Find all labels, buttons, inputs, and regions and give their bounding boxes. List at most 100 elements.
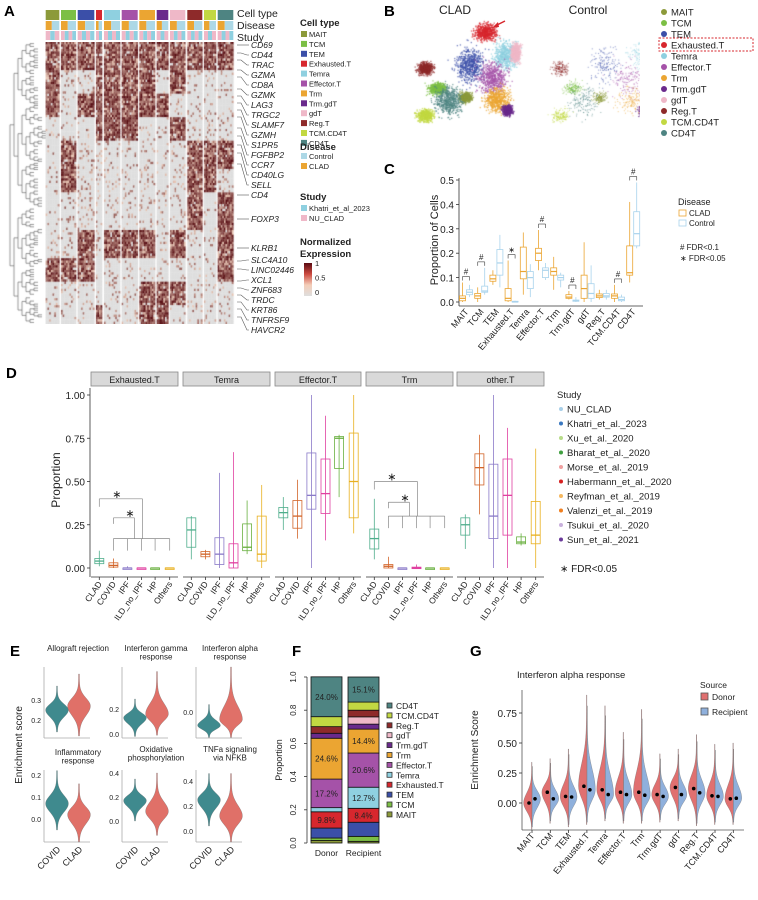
gene-label-TNFRSF9: TNFRSF9	[251, 315, 290, 325]
legend-label-Khatri_et_al_2023: Khatri_et_al_2023	[309, 204, 370, 213]
gene-label-CD40LG: CD40LG	[251, 170, 284, 180]
half-violin-donor-Effector.T	[614, 732, 624, 824]
violin-CLAD	[145, 772, 169, 836]
legend-swatch-Khatri_et_al_2023	[301, 205, 307, 211]
half-violin-donor-TCM.CD4T	[706, 744, 716, 825]
gene-label-CD44: CD44	[251, 50, 273, 60]
significance-mark: #	[540, 215, 545, 224]
legend-label-Tsukui_et_al._2020: Tsukui_et_al._2020	[567, 521, 649, 532]
umap-legend-TCM: TCM	[671, 19, 692, 30]
gene-label-leader	[237, 144, 249, 166]
y-tick-label: 0.3	[440, 225, 454, 236]
gene-label-FOXP3: FOXP3	[251, 214, 279, 224]
annotation-study-cell	[177, 31, 182, 40]
y-tick-label: 0.25	[498, 769, 518, 780]
box-other.T-COVID	[474, 453, 485, 486]
panel-label-a: A	[4, 3, 15, 20]
significance-mark: ∗	[400, 492, 409, 504]
annotation-disease-clad	[217, 21, 225, 30]
legend-dot-Tsukui_et_al._2020	[559, 523, 563, 527]
violin-COVID	[45, 770, 69, 831]
annotation-study-cell	[191, 31, 195, 40]
panel-label-d: D	[6, 365, 17, 382]
mean-dot-recipient	[588, 788, 592, 792]
annotation-study-cell	[198, 31, 203, 40]
panel-label-b: B	[384, 3, 395, 20]
panel-label-c: C	[384, 161, 395, 178]
box-Effector.T-Others	[348, 432, 359, 519]
bar-Recipient-TCM.CD4T	[347, 701, 380, 711]
annotation-study-cell	[86, 31, 91, 40]
umap-legend-Trm.gdT: Trm.gdT	[671, 85, 707, 96]
annotation-disease-control	[67, 21, 76, 30]
annotation-disease-clad	[121, 21, 129, 30]
violin-COVID	[197, 704, 221, 738]
legend-label-Trm.gdT: Trm.gdT	[396, 741, 428, 751]
significance-mark: #	[464, 267, 469, 276]
half-violin-donor-gdT	[669, 748, 679, 822]
gene-label-leader	[237, 109, 249, 126]
gene-label-leader	[237, 279, 249, 282]
half-violin-donor-TEM	[560, 748, 569, 828]
row-dendrogram	[8, 42, 46, 324]
gene-label-FGFBP2: FGFBP2	[251, 150, 284, 160]
significance-mark: ∗	[125, 508, 134, 520]
bar-Recipient-Trm.gdT	[347, 723, 380, 730]
box-Temra-HP	[242, 523, 253, 552]
y-tick-label: 0.0	[289, 837, 298, 849]
mean-dot-donor	[728, 797, 733, 801]
data-label: 9.8%	[317, 816, 335, 825]
annotation-disease-clad	[204, 21, 210, 30]
legend-title-cell-type: Cell type	[300, 18, 340, 29]
legend-dot-TEM	[661, 31, 667, 37]
box-Control-Effector.T	[542, 267, 549, 278]
annotation-celltype-Exhausted.T	[96, 10, 102, 20]
gene-label-leader	[237, 163, 249, 186]
umap-legend-Effector.T: Effector.T	[671, 63, 712, 74]
y-tick-label: 0.0	[109, 732, 119, 739]
gene-label-leader	[237, 76, 249, 86]
data-label: 24.0%	[315, 693, 338, 702]
subplot-title: TNFa signaling	[203, 745, 257, 754]
legend-swatch-Trm	[386, 752, 393, 758]
legend-swatch-Donor	[700, 692, 709, 701]
mean-dot-recipient	[569, 795, 574, 799]
legend-label-TCM: TCM	[309, 40, 325, 49]
half-violin-recipient-CD4T	[733, 748, 742, 823]
annotation-disease-control	[224, 21, 234, 30]
bar-Donor-Trm.gdT	[310, 732, 343, 739]
annotation-study-cell	[156, 31, 161, 40]
annotation-disease-control	[51, 21, 60, 30]
legend-label-Effector.T: Effector.T	[396, 760, 432, 770]
mean-dot-recipient	[697, 791, 702, 795]
gene-label-leader	[237, 287, 249, 291]
facet-strip-Exhausted.T	[90, 371, 179, 387]
legend-dot-TCM	[661, 20, 667, 26]
annotation-study-cell	[173, 31, 178, 40]
legend-swatch-Reg.T	[301, 120, 307, 127]
facet-label-other.T: other.T	[486, 375, 515, 385]
y-tick-label: 0.4	[183, 779, 193, 786]
x-tick-label-CLAD: CLAD	[212, 844, 236, 868]
legend-swatch-CLAD	[678, 209, 687, 217]
facet-label-Trm: Trm	[402, 375, 418, 385]
gene-label-leader	[237, 308, 249, 321]
umap-title-control: Control	[569, 3, 608, 17]
box-Control-Reg.T	[602, 293, 610, 298]
legend-swatch-Exhausted.T	[386, 781, 393, 788]
legend-swatch-TCM.CD4T	[386, 712, 393, 719]
legend-swatch-Trm.gdT	[386, 742, 393, 748]
legend-dot-Exhausted.T	[661, 42, 667, 48]
gene-label-leader	[237, 135, 249, 156]
half-violin-recipient-gdT	[678, 754, 687, 819]
umap-legend-Temra: Temra	[671, 52, 698, 63]
legend-dot-TCM.CD4T	[661, 119, 667, 125]
annotation-disease-clad	[104, 21, 112, 30]
highlight-box	[658, 37, 754, 52]
panel-label-f: F	[292, 643, 301, 660]
legend-label-Effector.T: Effector.T	[309, 80, 341, 89]
gene-label-CCR7: CCR7	[251, 160, 274, 170]
bar-Donor-Reg.T	[310, 726, 343, 734]
significance-mark: ∗	[387, 472, 396, 484]
y-tick-label: 0.00	[66, 564, 86, 575]
